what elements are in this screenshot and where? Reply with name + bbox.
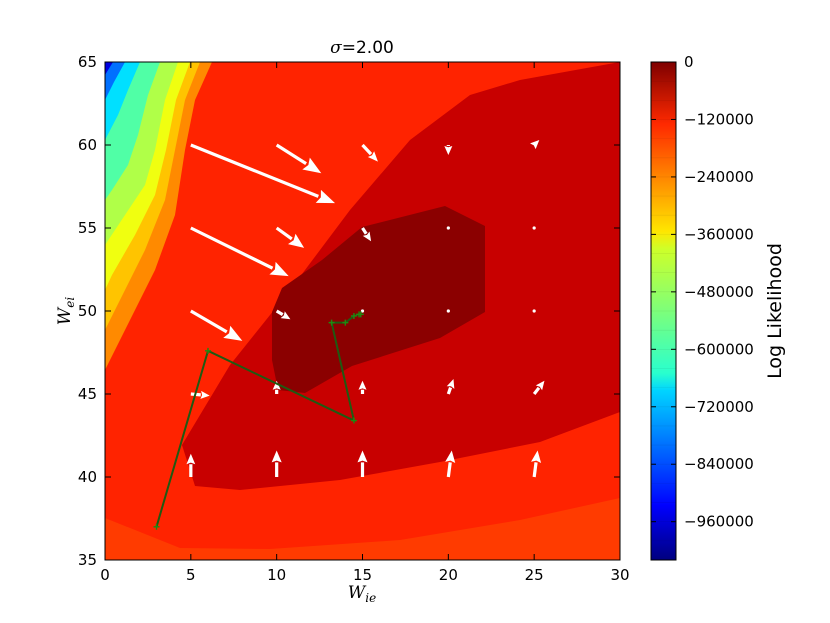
colorbar-ticks: 0 −120000 −240000 −360000 −480000 −600000 −720… — [651, 53, 754, 531]
trajectory-point — [357, 311, 364, 318]
quiver-arrow — [361, 227, 372, 242]
quiver-arrow — [446, 309, 450, 313]
optimization-trajectory — [153, 311, 364, 530]
quiver-arrow — [530, 140, 540, 150]
colorbar-tick-label: −480000 — [684, 283, 754, 301]
colorbar-tick-label: −720000 — [684, 398, 754, 416]
x-tick-label: 25 — [525, 566, 544, 584]
x-tick-label: 15 — [353, 566, 372, 584]
y-tick-label: 55 — [78, 219, 97, 237]
y-tick-label: 50 — [78, 302, 97, 320]
quiver-arrow — [190, 143, 336, 204]
y-tick-label: 40 — [78, 468, 97, 486]
quiver-arrow — [361, 143, 378, 162]
colorbar-tick-label: −360000 — [684, 225, 754, 243]
trajectory-point — [350, 417, 357, 424]
x-tick-label: 5 — [186, 566, 196, 584]
colorbar-tick-label: 0 — [684, 53, 694, 71]
trajectory-point — [342, 319, 349, 326]
y-tick-label: 60 — [78, 136, 97, 154]
y-tick-label: 35 — [78, 551, 97, 569]
colorbar-tick-label: −960000 — [684, 513, 754, 531]
quiver-arrow — [531, 450, 542, 478]
quiver-arrow — [360, 309, 365, 313]
quiver-arrow — [445, 450, 456, 478]
quiver-arrow — [446, 226, 450, 230]
trajectory-point — [350, 312, 357, 319]
y-axis-label: Wei — [55, 297, 77, 326]
x-axis: 0 5 10 15 20 25 30 — [100, 62, 630, 584]
quiver-arrow — [532, 380, 545, 395]
quiver-arrow — [446, 379, 455, 395]
quiver-arrow — [532, 309, 536, 313]
quiver-arrow — [272, 380, 281, 394]
trajectory-point — [205, 347, 211, 354]
colorbar-tick-label: −840000 — [684, 455, 754, 473]
chart-title: σ=2.00 — [330, 38, 394, 58]
x-tick-label: 30 — [610, 566, 629, 584]
quiver-arrow — [186, 453, 196, 477]
x-tick-label: 0 — [100, 566, 110, 584]
x-axis-label: Wie — [348, 583, 376, 605]
x-tick-label: 10 — [267, 566, 286, 584]
trajectory-point — [153, 523, 160, 530]
quiver-arrow — [444, 145, 453, 155]
quiver-arrow — [532, 226, 536, 230]
quiver-arrow — [358, 380, 367, 394]
colorbar-tick-label: −600000 — [684, 340, 754, 358]
quiver-field — [186, 140, 545, 478]
y-axis: 35 40 45 50 55 60 65 — [78, 53, 620, 569]
y-tick-label: 45 — [78, 385, 97, 403]
quiver-arrow — [275, 226, 305, 248]
quiver-arrow — [190, 309, 243, 341]
colorbar: 0 −120000 −240000 −360000 −480000 −600000 −720… — [650, 53, 786, 561]
x-tick-label: 20 — [439, 566, 458, 584]
colorbar-tick-label: −120000 — [684, 110, 754, 128]
colorbar-tick-label: −240000 — [684, 168, 754, 186]
y-tick-label: 65 — [78, 53, 97, 71]
colorbar-frame — [650, 61, 677, 561]
quiver-arrow — [357, 450, 368, 477]
quiver-arrow — [275, 309, 291, 320]
colorbar-gradient — [651, 62, 676, 560]
quiver-arrow — [275, 143, 322, 174]
colorbar-label: Log Likelihood — [764, 243, 786, 379]
quiver-arrow — [271, 450, 282, 477]
trajectory-point — [328, 319, 335, 326]
quiver-arrow — [190, 226, 289, 277]
